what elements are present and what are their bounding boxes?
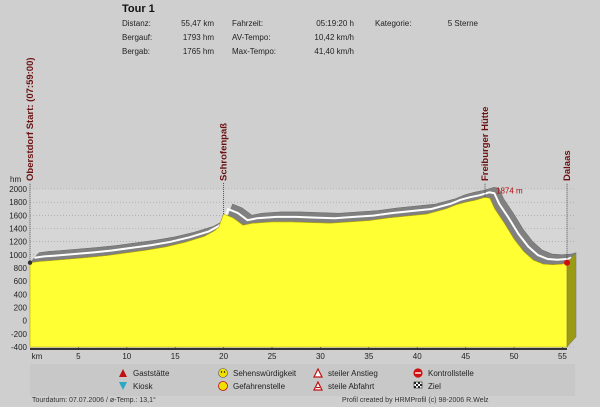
stat-descent-value: 1765 hm (182, 47, 214, 56)
legend-label: steile Abfahrt (328, 381, 375, 391)
y-tick-label: 1200 (9, 238, 27, 247)
route-line (34, 191, 572, 261)
legend-item: steiler Anstieg (313, 368, 378, 378)
stat-time-value: 05:19:20 h (316, 19, 354, 28)
legend-item: Kiosk (118, 381, 153, 391)
y-tick-label: 1000 (9, 251, 27, 260)
y-tick-label: -200 (11, 330, 28, 339)
x-tick-label: 35 (364, 352, 373, 361)
legend-label: Ziel (428, 381, 441, 391)
y-tick-label: 400 (14, 290, 28, 299)
x-tick-label: 45 (461, 352, 470, 361)
x-axis-band (30, 348, 567, 350)
y-tick-label: 1800 (9, 198, 27, 207)
smiley-icon (218, 368, 228, 378)
x-tick-label: 20 (219, 352, 228, 361)
x-tick-label: 10 (122, 352, 131, 361)
x-tick-label: 15 (171, 352, 180, 361)
legend-item: steile Abfahrt (313, 381, 374, 391)
steep-ascent-icon (313, 368, 323, 378)
category-label: Kategorie: (375, 19, 412, 28)
waypoint-label: Freiburger Hütte (480, 107, 491, 181)
x-tick-label: 25 (268, 352, 277, 361)
waypoint-label: Dalaas (562, 150, 573, 181)
x-tick-label: 40 (413, 352, 422, 361)
x-tick-label: 50 (510, 352, 519, 361)
legend-item: Gaststätte (118, 368, 169, 378)
stat-ascent-value: 1793 hm (182, 33, 214, 42)
legend-item: Kontrollstelle (413, 368, 474, 378)
profile-area (29, 196, 568, 348)
stat-distance-label: Distanz: (122, 19, 151, 28)
legend-label: steiler Anstieg (328, 368, 378, 378)
stat-distance-value: 55,47 km (181, 19, 214, 28)
y-axis-label: hm (10, 175, 21, 184)
legend-item: Ziel (413, 381, 441, 391)
y-tick-label: 1400 (9, 225, 27, 234)
stat-time-label: Fahrzeit: (232, 19, 264, 28)
stat-avg-speed-label: AV-Tempo: (232, 33, 271, 42)
tour-title: Tour 1 (122, 3, 155, 15)
x-tick-label: 30 (316, 352, 325, 361)
finish-marker (564, 259, 570, 266)
footer-right: Profil created by HRMProfil (c) 98-2006 … (342, 397, 489, 404)
legend-label: Kontrollstelle (428, 368, 474, 378)
peak-annotation: 1874 m (496, 186, 523, 195)
waypoint-label: Schrofenpaß (219, 123, 230, 181)
x-tick-label: 55 (558, 352, 567, 361)
footer-left: Tourdatum: 07.07.2006 / ø-Temp.: 13,1° (32, 397, 156, 404)
y-tick-label: 600 (14, 277, 28, 286)
legend-item: Sehenswürdigkeit (218, 368, 296, 378)
legend-label: Kiosk (133, 381, 153, 391)
stat-avg-speed-value: 10,42 km/h (314, 33, 354, 42)
kiosk-icon (118, 381, 128, 391)
y-tick-label: 2000 (9, 185, 27, 194)
stat-max-speed-value: 41,40 km/h (314, 47, 354, 56)
start-marker (27, 260, 33, 265)
finish-flag-icon (413, 381, 423, 391)
stat-descent-label: Bergab: (122, 47, 151, 56)
stat-ascent-label: Bergauf: (122, 33, 153, 42)
x-tick-label: 5 (76, 352, 81, 361)
legend-item: Gefahrenstelle (218, 381, 285, 391)
legend-panel (30, 364, 575, 396)
y-tick-label: -400 (11, 343, 28, 352)
x-tick-label: km (32, 352, 43, 361)
stop-icon (413, 368, 423, 378)
restaurant-icon (118, 368, 128, 378)
legend-label: Gaststätte (133, 368, 170, 378)
waypoint-label: Oberstdorf Start: (07:59:00) (25, 57, 36, 181)
legend-label: Gefahrenstelle (233, 381, 286, 391)
legend-label: Sehenswürdigkeit (233, 368, 297, 378)
y-tick-label: 200 (14, 304, 28, 313)
y-tick-label: 800 (14, 264, 28, 273)
y-tick-label: 1600 (9, 211, 27, 220)
hazard-icon (218, 381, 228, 391)
y-tick-label: 0 (23, 317, 28, 326)
steep-descent-icon (313, 381, 323, 391)
profile-side (566, 252, 577, 348)
stat-max-speed-label: Max-Tempo: (232, 47, 277, 56)
category-value: 5 Sterne (447, 19, 478, 28)
